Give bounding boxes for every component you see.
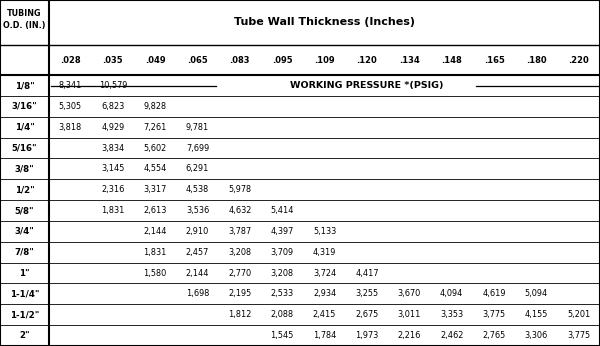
Text: 2,415: 2,415 <box>313 310 336 319</box>
Text: .148: .148 <box>442 55 462 65</box>
Text: 2,910: 2,910 <box>186 227 209 236</box>
Text: 1,545: 1,545 <box>271 331 294 340</box>
Text: Tube Wall Thickness (Inches): Tube Wall Thickness (Inches) <box>234 18 415 27</box>
Text: 1,973: 1,973 <box>355 331 379 340</box>
Text: 1-1/4": 1-1/4" <box>10 289 40 298</box>
Text: 4,554: 4,554 <box>143 164 167 173</box>
Text: 1/8": 1/8" <box>15 81 34 90</box>
Text: .134: .134 <box>399 55 420 65</box>
Text: 7,699: 7,699 <box>186 144 209 153</box>
Text: 3,306: 3,306 <box>525 331 548 340</box>
Text: 2,675: 2,675 <box>355 310 379 319</box>
Text: .095: .095 <box>272 55 293 65</box>
Text: 2,765: 2,765 <box>482 331 506 340</box>
Text: 1/2": 1/2" <box>15 185 34 194</box>
Text: .220: .220 <box>568 55 589 65</box>
Text: 3,818: 3,818 <box>59 123 82 132</box>
Text: 2,934: 2,934 <box>313 289 336 298</box>
Text: 4,397: 4,397 <box>271 227 294 236</box>
Text: 7/8": 7/8" <box>14 248 35 257</box>
Text: 1,831: 1,831 <box>143 248 167 257</box>
Text: 5,305: 5,305 <box>59 102 82 111</box>
Text: 4,094: 4,094 <box>440 289 463 298</box>
Text: 3/16": 3/16" <box>12 102 37 111</box>
Text: 5,602: 5,602 <box>143 144 167 153</box>
Text: .083: .083 <box>230 55 250 65</box>
Text: 1/4": 1/4" <box>14 123 35 132</box>
Text: 7,261: 7,261 <box>143 123 167 132</box>
Text: .180: .180 <box>526 55 547 65</box>
Text: 2,088: 2,088 <box>271 310 294 319</box>
Text: 3,317: 3,317 <box>143 185 167 194</box>
Text: 4,538: 4,538 <box>186 185 209 194</box>
Text: 3,775: 3,775 <box>482 310 506 319</box>
Text: .049: .049 <box>145 55 166 65</box>
Text: 2,770: 2,770 <box>228 268 251 277</box>
Text: 3,208: 3,208 <box>271 268 294 277</box>
Text: 4,619: 4,619 <box>482 289 506 298</box>
Text: O.D. (IN.): O.D. (IN.) <box>4 21 46 30</box>
Text: 3,670: 3,670 <box>398 289 421 298</box>
Text: 1,784: 1,784 <box>313 331 336 340</box>
Text: .028: .028 <box>60 55 80 65</box>
Text: 5,201: 5,201 <box>567 310 590 319</box>
Text: 3,775: 3,775 <box>567 331 590 340</box>
Text: WORKING PRESSURE *(PSIG): WORKING PRESSURE *(PSIG) <box>290 81 444 90</box>
Text: 1-1/2": 1-1/2" <box>10 310 39 319</box>
Text: 3,255: 3,255 <box>355 289 379 298</box>
Text: 5,978: 5,978 <box>228 185 251 194</box>
Text: 2,462: 2,462 <box>440 331 463 340</box>
Text: 9,828: 9,828 <box>143 102 167 111</box>
Text: 3,709: 3,709 <box>271 248 294 257</box>
Text: 4,155: 4,155 <box>525 310 548 319</box>
Text: 3/8": 3/8" <box>15 164 34 173</box>
Text: 3,724: 3,724 <box>313 268 336 277</box>
Text: 2,613: 2,613 <box>143 206 167 215</box>
Text: 3,536: 3,536 <box>186 206 209 215</box>
Text: 5/8": 5/8" <box>15 206 34 215</box>
Text: 2,533: 2,533 <box>271 289 294 298</box>
Text: 3,834: 3,834 <box>101 144 124 153</box>
Text: 1": 1" <box>19 268 30 277</box>
Text: 2": 2" <box>19 331 30 340</box>
Text: 2,195: 2,195 <box>228 289 251 298</box>
Text: 4,319: 4,319 <box>313 248 336 257</box>
Text: 6,291: 6,291 <box>186 164 209 173</box>
Text: .065: .065 <box>187 55 208 65</box>
Text: 5,133: 5,133 <box>313 227 336 236</box>
Text: 9,781: 9,781 <box>186 123 209 132</box>
Text: 3,353: 3,353 <box>440 310 463 319</box>
Text: 2,316: 2,316 <box>101 185 124 194</box>
Text: 4,929: 4,929 <box>101 123 124 132</box>
Text: TUBING: TUBING <box>7 9 42 18</box>
Text: .120: .120 <box>356 55 377 65</box>
Text: 10,579: 10,579 <box>98 81 127 90</box>
Text: 2,216: 2,216 <box>398 331 421 340</box>
Text: 1,831: 1,831 <box>101 206 124 215</box>
Text: .165: .165 <box>484 55 505 65</box>
Text: 2,144: 2,144 <box>186 268 209 277</box>
Text: 3,145: 3,145 <box>101 164 124 173</box>
Text: 4,417: 4,417 <box>355 268 379 277</box>
Text: 8,341: 8,341 <box>59 81 82 90</box>
Text: 5/16": 5/16" <box>12 144 37 153</box>
Text: 2,144: 2,144 <box>143 227 167 236</box>
Text: 1,580: 1,580 <box>143 268 167 277</box>
Text: .035: .035 <box>103 55 123 65</box>
Text: 1,698: 1,698 <box>186 289 209 298</box>
Text: 3,011: 3,011 <box>398 310 421 319</box>
Text: 5,414: 5,414 <box>271 206 294 215</box>
Text: 6,823: 6,823 <box>101 102 124 111</box>
Text: 4,632: 4,632 <box>228 206 251 215</box>
Text: 3/4": 3/4" <box>14 227 35 236</box>
Text: 1,812: 1,812 <box>228 310 251 319</box>
Text: .109: .109 <box>314 55 335 65</box>
Text: 3,787: 3,787 <box>228 227 251 236</box>
Text: 2,457: 2,457 <box>186 248 209 257</box>
Text: 3,208: 3,208 <box>228 248 251 257</box>
Text: 5,094: 5,094 <box>525 289 548 298</box>
